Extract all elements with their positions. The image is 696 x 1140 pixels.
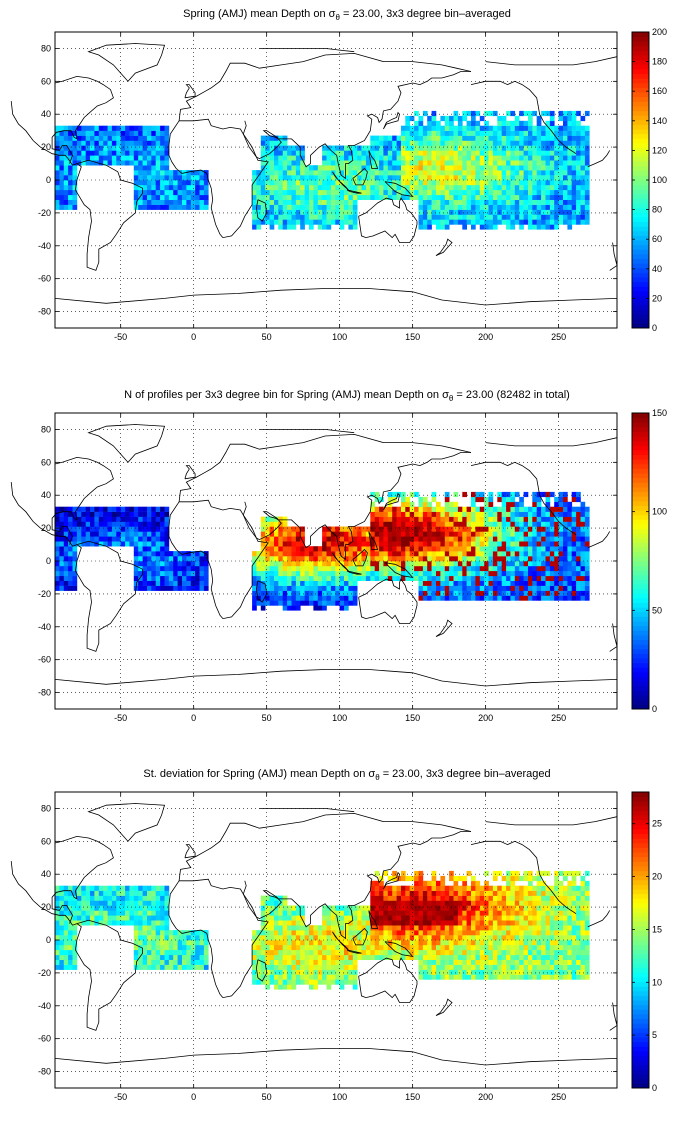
x-tick-label: 100 xyxy=(332,713,347,723)
heatmap-cells xyxy=(55,491,590,611)
y-tick-label: 0 xyxy=(46,556,51,566)
axes-frame xyxy=(54,31,618,329)
x-tick-label: 200 xyxy=(478,1092,493,1102)
colorbar: 0 5 10 15 20 25 xyxy=(631,791,662,1093)
colorbar-tick-label: 20 xyxy=(652,293,662,303)
x-tick-label: 0 xyxy=(191,713,196,723)
colorbar-tick-label: 80 xyxy=(652,205,662,215)
colorbar-tick-label: 120 xyxy=(652,145,667,155)
x-tick-label: -50 xyxy=(114,332,127,342)
y-tick-label: -20 xyxy=(38,589,51,599)
x-tick-label: 50 xyxy=(262,332,272,342)
y-tick-label: -20 xyxy=(38,968,51,978)
y-tick-label: -60 xyxy=(38,274,51,284)
y-tick-label: -80 xyxy=(38,1067,51,1077)
y-tick-label: 40 xyxy=(41,109,51,119)
y-tick-label: 60 xyxy=(41,836,51,846)
colorbar-tick-label: 50 xyxy=(652,605,662,615)
colorbar-tick-label: 10 xyxy=(652,977,662,987)
y-tick-label: 20 xyxy=(41,523,51,533)
x-tick-label: 150 xyxy=(405,713,420,723)
y-tick-label: -80 xyxy=(38,307,51,317)
x-tick-label: -50 xyxy=(114,713,127,723)
colorbar-tick-label: 15 xyxy=(652,924,662,934)
x-tick-label: 0 xyxy=(191,332,196,342)
colorbar-tick-label: 100 xyxy=(652,507,667,517)
y-tick-label: 0 xyxy=(46,935,51,945)
x-tick-label: -50 xyxy=(114,1092,127,1102)
colorbar: 0 20 40 60 80 100 120 140 160 180 200 xyxy=(631,27,667,333)
colorbar-tick-label: 60 xyxy=(652,234,662,244)
colorbar-tick-label: 5 xyxy=(652,1030,657,1040)
colorbar-tick-label: 160 xyxy=(652,86,667,96)
x-tick-label: 200 xyxy=(478,332,493,342)
y-tick-label: 60 xyxy=(41,457,51,467)
y-tick-label: -40 xyxy=(38,622,51,632)
colorbar-tick-label: 0 xyxy=(652,323,657,333)
y-tick-label: -20 xyxy=(38,208,51,218)
x-tick-label: 50 xyxy=(262,1092,272,1102)
panel-title: St. deviation for Spring (AMJ) mean Dept… xyxy=(143,768,550,782)
y-tick-label: -40 xyxy=(38,241,51,251)
y-tick-label: -80 xyxy=(38,688,51,698)
heatmap-cells xyxy=(55,110,590,230)
coastlines xyxy=(10,792,618,1066)
x-tick-label: 250 xyxy=(551,332,566,342)
y-tick-label: 60 xyxy=(41,76,51,86)
x-tick-label: 0 xyxy=(191,1092,196,1102)
x-tick-label: 100 xyxy=(332,1092,347,1102)
colorbar-tick-label: 100 xyxy=(652,175,667,185)
axes-frame xyxy=(54,412,618,710)
coastlines xyxy=(10,32,618,306)
colorbar-tick-label: 40 xyxy=(652,264,662,274)
panel-title: N of profiles per 3x3 degree bin for Spr… xyxy=(124,389,570,403)
heatmap-cells xyxy=(55,870,590,990)
x-tick-label: 50 xyxy=(262,713,272,723)
y-tick-label: 20 xyxy=(41,142,51,152)
colorbar-tick-label: 200 xyxy=(652,27,667,37)
colorbar-tick-label: 20 xyxy=(652,872,662,882)
colorbar-tick-label: 0 xyxy=(652,1083,657,1093)
coastlines xyxy=(10,413,618,687)
y-tick-label: 80 xyxy=(41,43,51,53)
y-tick-label: -40 xyxy=(38,1001,51,1011)
panel-1: Spring (AMJ) mean Depth on σθ = 23.00, 3… xyxy=(10,8,667,342)
axes-frame xyxy=(54,791,618,1089)
colorbar-tick-label: 0 xyxy=(652,704,657,714)
x-tick-label: 150 xyxy=(405,1092,420,1102)
colorbar: 0 50 100 150 xyxy=(631,408,667,714)
y-tick-label: 20 xyxy=(41,902,51,912)
y-tick-label: -60 xyxy=(38,655,51,665)
panel-2: N of profiles per 3x3 degree bin for Spr… xyxy=(10,389,667,723)
y-tick-label: 0 xyxy=(46,175,51,185)
x-tick-label: 200 xyxy=(478,713,493,723)
panel-3: St. deviation for Spring (AMJ) mean Dept… xyxy=(10,768,662,1102)
y-tick-label: 80 xyxy=(41,803,51,813)
x-tick-label: 250 xyxy=(551,1092,566,1102)
y-tick-label: 80 xyxy=(41,424,51,434)
panel-title: Spring (AMJ) mean Depth on σθ = 23.00, 3… xyxy=(183,8,511,22)
x-tick-label: 250 xyxy=(551,713,566,723)
y-tick-label: 40 xyxy=(41,869,51,879)
colorbar-tick-label: 150 xyxy=(652,408,667,418)
colorbar-tick-label: 140 xyxy=(652,116,667,126)
colorbar-tick-label: 180 xyxy=(652,57,667,67)
colorbar-tick-label: 25 xyxy=(652,819,662,829)
y-tick-label: -60 xyxy=(38,1034,51,1044)
x-tick-label: 100 xyxy=(332,332,347,342)
y-tick-label: 40 xyxy=(41,490,51,500)
x-tick-label: 150 xyxy=(405,332,420,342)
